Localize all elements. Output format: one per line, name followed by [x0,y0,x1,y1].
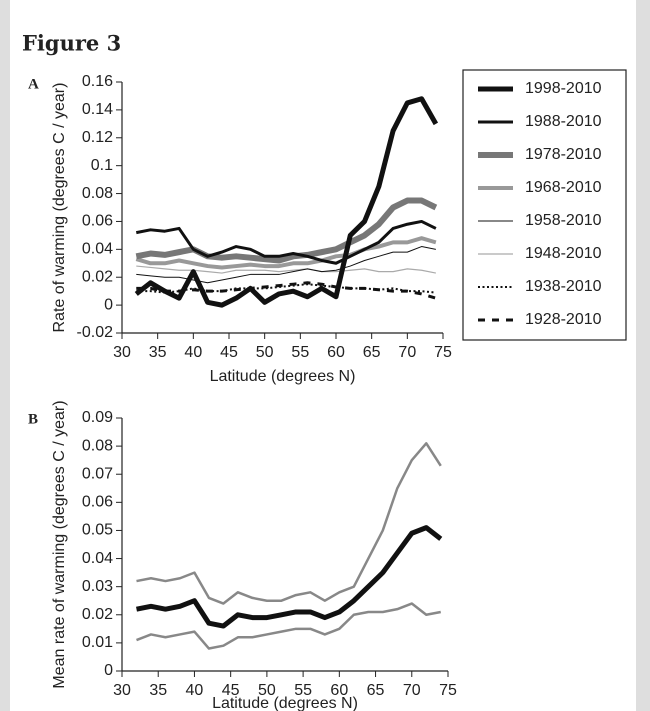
x-tick-label: 45 [222,682,240,699]
x-tick-label: 40 [184,344,202,361]
y-tick-label: 0 [104,662,113,679]
series-line [136,265,436,274]
x-tick-label: 60 [330,682,348,699]
x-tick-label: 55 [291,344,309,361]
y-tick-label: 0.04 [82,550,113,567]
x-tick-label: 50 [258,682,276,699]
x-axis-label: Latitude (degrees N) [210,368,356,385]
y-tick-label: 0.06 [82,494,113,511]
y-axis-label: Rate of warming (degrees C / year) [51,83,68,333]
series-line [135,236,437,270]
y-tick-label: 0.14 [82,101,113,118]
series-line [134,96,439,308]
legend-label: 1998-2010 [525,80,602,97]
panel-label: B [28,411,38,427]
panel-label: A [28,76,39,92]
y-tick-label: 0.07 [82,465,113,482]
x-tick-label: 65 [363,344,381,361]
left-border [0,0,10,711]
y-tick-label: 0.06 [82,213,113,230]
x-tick-label: 35 [149,344,167,361]
y-tick-label: 0.08 [82,437,113,454]
y-tick-label: 0.09 [82,409,113,426]
right-border [636,0,650,711]
legend-label: 1968-2010 [525,179,602,196]
series-line [136,246,436,284]
x-tick-label: 70 [403,682,421,699]
series-line [135,197,438,264]
legend-label: 1988-2010 [525,113,602,130]
x-tick-label: 65 [367,682,385,699]
y-tick-label: -0.02 [77,324,114,341]
x-tick-label: 40 [186,682,204,699]
legend-label: 1958-2010 [525,212,602,229]
x-axis-label: Latitude (degrees N) [212,695,358,711]
y-tick-label: 0.02 [82,268,113,285]
x-tick-label: 75 [434,344,452,361]
y-tick-label: 0.03 [82,578,113,595]
y-axis-label: Mean rate of warming (degrees C / year) [51,400,68,688]
x-tick-label: 35 [149,682,167,699]
y-tick-label: 0.1 [91,157,113,174]
x-tick-label: 60 [327,344,345,361]
series-line [135,219,437,265]
legend-box [462,69,627,341]
y-tick-label: 0.16 [82,73,113,90]
y-tick-label: 0.05 [82,522,113,539]
series-line [136,602,441,650]
figure-title: Figure 3 [22,31,121,56]
y-tick-label: 0.08 [82,185,113,202]
y-tick-label: 0.01 [82,634,113,651]
y-tick-label: 0.12 [82,129,113,146]
legend-label: 1928-2010 [525,311,602,328]
x-tick-label: 50 [256,344,274,361]
series-line [136,525,443,629]
legend-label: 1978-2010 [525,146,602,163]
x-tick-label: 30 [113,682,131,699]
y-tick-label: 0.04 [82,241,113,258]
x-tick-label: 70 [398,344,416,361]
legend-label: 1948-2010 [525,245,602,262]
series-line [136,442,442,605]
x-tick-label: 45 [220,344,238,361]
legend-label: 1938-2010 [525,278,602,295]
y-tick-label: 0 [104,296,113,313]
y-tick-label: 0.02 [82,606,113,623]
x-tick-label: 55 [294,682,312,699]
x-tick-label: 75 [439,682,457,699]
x-tick-label: 30 [113,344,131,361]
